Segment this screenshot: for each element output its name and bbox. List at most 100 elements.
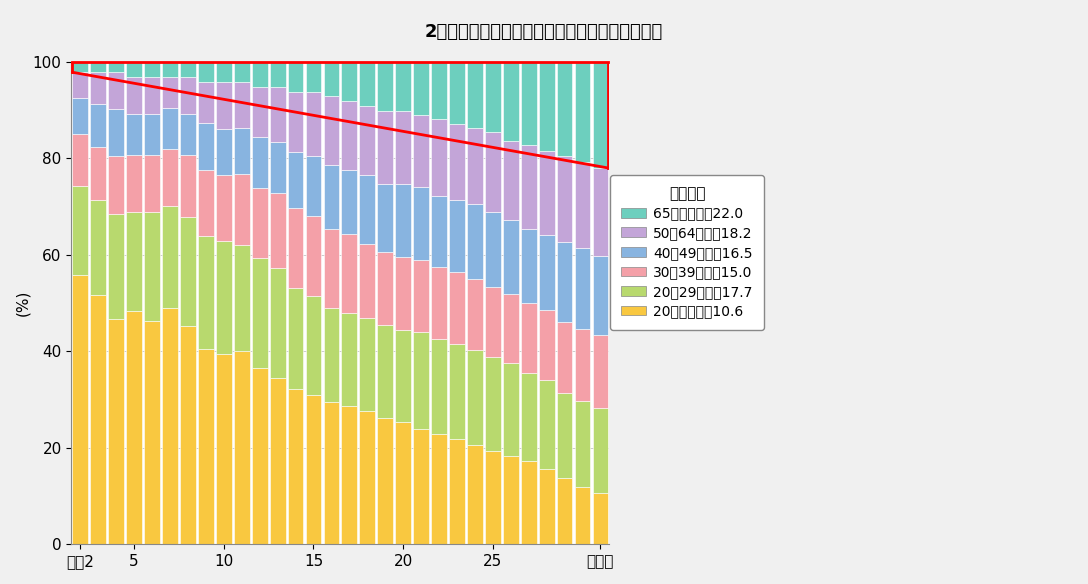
Bar: [306, 62, 321, 92]
Bar: [574, 401, 591, 487]
Bar: [593, 335, 608, 408]
Bar: [234, 82, 249, 128]
Bar: [90, 105, 107, 147]
Bar: [90, 147, 107, 200]
Bar: [234, 245, 249, 352]
Bar: [198, 349, 213, 544]
Bar: [251, 258, 268, 369]
Bar: [539, 235, 555, 310]
Bar: [574, 329, 591, 401]
Bar: [449, 62, 465, 124]
Bar: [431, 434, 447, 544]
Bar: [521, 62, 536, 145]
Bar: [215, 62, 232, 82]
Bar: [90, 295, 107, 544]
Bar: [431, 119, 447, 196]
Bar: [378, 252, 393, 325]
Bar: [395, 62, 411, 110]
Bar: [306, 395, 321, 544]
Bar: [306, 216, 321, 296]
Bar: [574, 487, 591, 544]
Bar: [109, 157, 124, 214]
Bar: [145, 78, 160, 114]
Bar: [287, 288, 304, 388]
Bar: [109, 214, 124, 319]
Bar: [126, 78, 143, 114]
Bar: [378, 325, 393, 418]
Bar: [574, 248, 591, 329]
Bar: [539, 380, 555, 470]
Bar: [485, 132, 500, 212]
Bar: [413, 187, 429, 260]
Bar: [162, 108, 178, 149]
Bar: [593, 168, 608, 256]
Bar: [557, 62, 572, 157]
Bar: [342, 62, 357, 101]
Bar: [162, 308, 178, 544]
Y-axis label: (%): (%): [15, 290, 30, 317]
Bar: [73, 274, 88, 544]
Bar: [73, 134, 88, 186]
Bar: [234, 173, 249, 245]
Bar: [449, 200, 465, 272]
Bar: [198, 62, 213, 82]
Bar: [215, 128, 232, 175]
Bar: [521, 145, 536, 229]
Bar: [413, 62, 429, 115]
Bar: [234, 352, 249, 544]
Bar: [287, 92, 304, 152]
Bar: [215, 82, 232, 128]
Bar: [306, 296, 321, 395]
Bar: [162, 62, 178, 77]
Bar: [467, 445, 483, 544]
Bar: [145, 114, 160, 155]
Bar: [251, 137, 268, 187]
Bar: [323, 96, 339, 165]
Bar: [593, 256, 608, 335]
Bar: [521, 229, 536, 303]
Bar: [359, 411, 375, 544]
Bar: [145, 155, 160, 213]
Bar: [467, 62, 483, 128]
Bar: [323, 165, 339, 230]
Bar: [270, 142, 285, 193]
Bar: [413, 332, 429, 429]
Bar: [251, 87, 268, 137]
Bar: [431, 196, 447, 267]
Bar: [359, 318, 375, 411]
Bar: [270, 87, 285, 142]
Bar: [413, 115, 429, 187]
Bar: [162, 149, 178, 206]
Bar: [251, 369, 268, 544]
Bar: [467, 128, 483, 204]
Bar: [521, 373, 536, 461]
Bar: [270, 268, 285, 378]
Bar: [431, 267, 447, 339]
Bar: [73, 72, 88, 98]
Bar: [270, 378, 285, 544]
Bar: [449, 272, 465, 343]
Bar: [539, 470, 555, 544]
Bar: [503, 220, 519, 294]
Bar: [90, 72, 107, 105]
Bar: [145, 321, 160, 544]
Bar: [126, 62, 143, 78]
Bar: [395, 184, 411, 257]
Bar: [467, 279, 483, 350]
Bar: [378, 62, 393, 110]
Bar: [342, 234, 357, 313]
Bar: [467, 350, 483, 445]
Bar: [557, 242, 572, 322]
Bar: [503, 141, 519, 220]
Bar: [557, 157, 572, 242]
Text: 2図　刑法犯　検挙人員の年齢層別構成比の推移: 2図 刑法犯 検挙人員の年齢層別構成比の推移: [425, 23, 663, 41]
Bar: [378, 418, 393, 544]
Bar: [180, 155, 196, 217]
Bar: [145, 62, 160, 78]
Bar: [126, 155, 143, 213]
Bar: [180, 114, 196, 155]
Bar: [539, 310, 555, 380]
Bar: [539, 62, 555, 151]
Bar: [395, 257, 411, 330]
Bar: [503, 363, 519, 456]
